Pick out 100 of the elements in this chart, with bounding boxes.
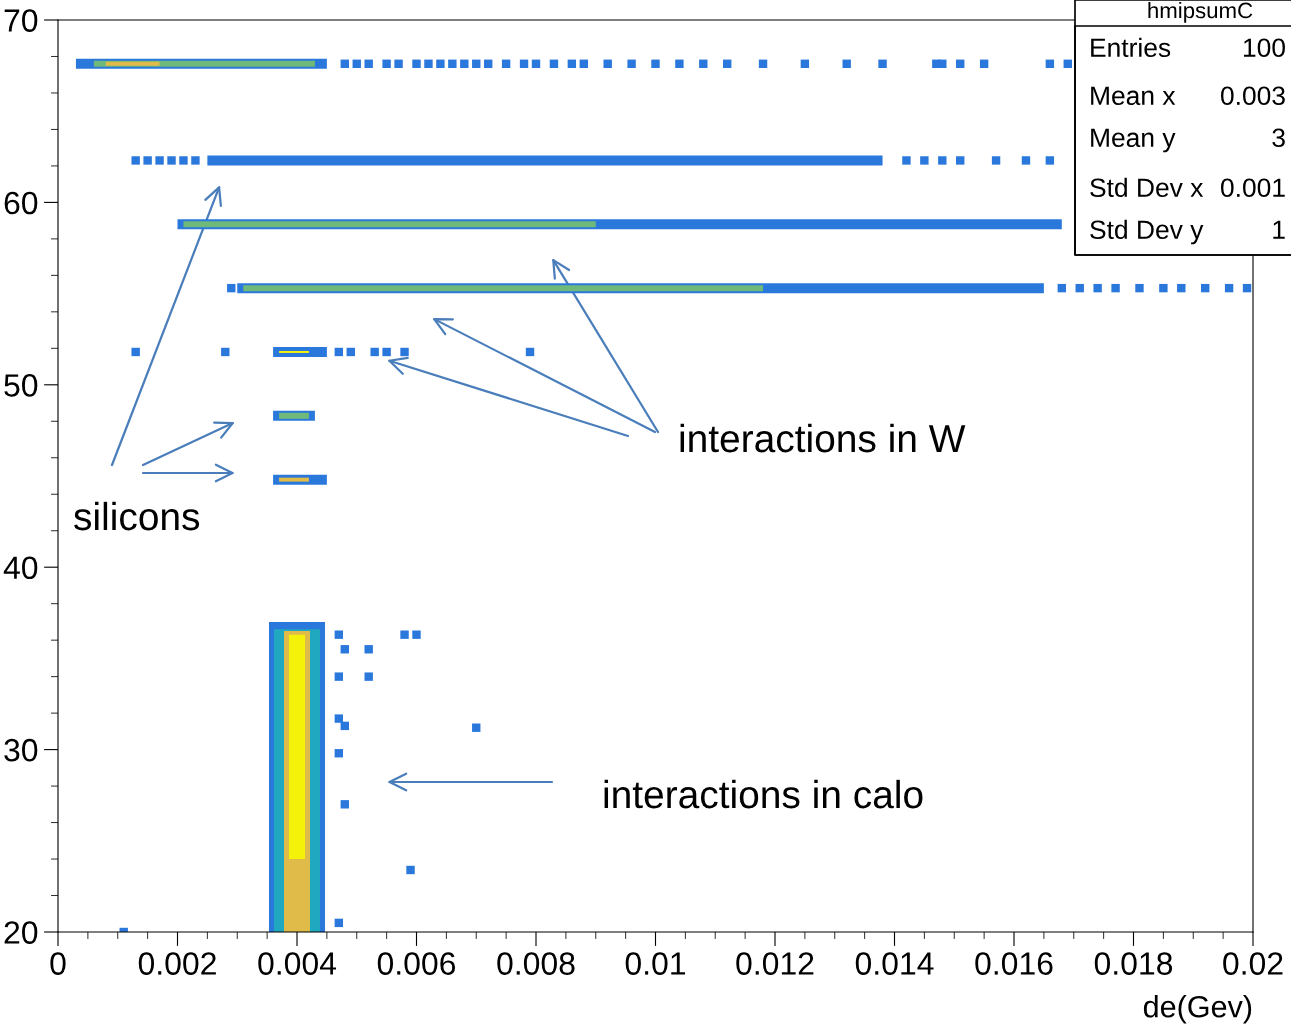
point bbox=[1201, 283, 1210, 293]
point bbox=[1159, 283, 1168, 293]
point bbox=[1242, 283, 1252, 293]
point bbox=[1045, 59, 1055, 68]
point bbox=[460, 59, 469, 68]
point bbox=[334, 630, 344, 639]
y-tick-label: 60 bbox=[4, 191, 38, 215]
annotation: Entries bbox=[1091, 37, 1171, 58]
point bbox=[364, 672, 373, 681]
annotation: Mean y bbox=[1091, 128, 1176, 153]
x-axis-title: de(Gev) bbox=[1143, 995, 1252, 1024]
point bbox=[334, 749, 344, 758]
annotation: interactions in calo bbox=[604, 779, 923, 809]
point bbox=[334, 672, 344, 681]
point bbox=[191, 156, 200, 165]
point bbox=[1075, 283, 1084, 293]
point bbox=[340, 59, 349, 68]
point bbox=[1021, 156, 1031, 165]
point bbox=[519, 59, 529, 68]
point bbox=[221, 347, 230, 357]
x-tick-label: 0.016 bbox=[975, 952, 1053, 975]
point bbox=[1135, 283, 1144, 293]
annotation: 0.003 bbox=[1221, 86, 1285, 106]
y-tick-label: 40 bbox=[3, 556, 38, 580]
point bbox=[758, 59, 768, 68]
point bbox=[131, 156, 140, 165]
annotation: hmipsumC bbox=[1148, 2, 1253, 23]
point bbox=[131, 347, 140, 357]
point bbox=[334, 347, 344, 357]
point bbox=[501, 59, 511, 68]
annotation: interactions in W bbox=[680, 423, 966, 453]
x-tick-label: 0.02 bbox=[1223, 952, 1283, 975]
point bbox=[484, 59, 493, 68]
point bbox=[842, 59, 851, 68]
point bbox=[400, 347, 409, 357]
x-tick-label: 0.012 bbox=[736, 952, 814, 975]
point bbox=[1063, 59, 1072, 68]
point bbox=[1111, 283, 1120, 293]
point bbox=[699, 59, 708, 68]
point bbox=[902, 156, 911, 165]
point bbox=[979, 59, 989, 68]
point bbox=[370, 347, 379, 357]
x-tick-label: 0.002 bbox=[138, 952, 216, 975]
point bbox=[472, 59, 481, 68]
x-tick-label: 0.01 bbox=[625, 952, 686, 975]
point bbox=[723, 59, 732, 68]
x-tick-label: 0.006 bbox=[377, 952, 456, 975]
y-tick-label: 50 bbox=[4, 374, 38, 397]
point bbox=[340, 721, 349, 731]
x-tick-label: 0 bbox=[50, 952, 66, 975]
point bbox=[364, 645, 373, 654]
point bbox=[603, 59, 612, 68]
annotation: 100 bbox=[1243, 38, 1285, 58]
point bbox=[956, 59, 965, 68]
point bbox=[179, 156, 188, 165]
point bbox=[364, 59, 373, 68]
x-tick-label: 0.018 bbox=[1094, 952, 1173, 975]
point bbox=[651, 59, 660, 68]
point bbox=[531, 59, 541, 68]
annotation: Mean x bbox=[1091, 86, 1176, 106]
point bbox=[334, 714, 344, 723]
point bbox=[340, 645, 349, 654]
point bbox=[382, 347, 391, 357]
annotation: 0.001 bbox=[1221, 178, 1285, 198]
y-tick-label: 30 bbox=[4, 738, 38, 762]
point bbox=[143, 156, 152, 165]
point bbox=[340, 800, 349, 809]
annotation: Std Dev y bbox=[1090, 219, 1204, 245]
point bbox=[394, 59, 403, 68]
point bbox=[938, 59, 947, 68]
text: 3 bbox=[1272, 128, 1285, 148]
point bbox=[1093, 283, 1102, 293]
point bbox=[1057, 283, 1066, 293]
point bbox=[472, 723, 481, 732]
point bbox=[627, 59, 636, 68]
x-tick-label: 0.004 bbox=[258, 952, 337, 975]
point bbox=[412, 59, 421, 68]
x-tick-label: 0.014 bbox=[855, 952, 934, 975]
point bbox=[448, 59, 457, 68]
point bbox=[1045, 156, 1055, 165]
point bbox=[675, 59, 684, 68]
text: 1 bbox=[1273, 220, 1285, 239]
point bbox=[567, 59, 577, 68]
point bbox=[579, 59, 588, 68]
annotation: silicons bbox=[74, 501, 200, 531]
point bbox=[1177, 283, 1186, 293]
point bbox=[549, 59, 559, 68]
point bbox=[412, 630, 421, 639]
point bbox=[382, 59, 391, 68]
point bbox=[800, 59, 810, 68]
point bbox=[436, 59, 445, 68]
y-tick-label: 70 bbox=[4, 9, 38, 32]
annotation: Std Dev x bbox=[1090, 177, 1204, 198]
point bbox=[878, 59, 887, 68]
point bbox=[991, 156, 1001, 165]
point bbox=[167, 156, 176, 165]
point bbox=[352, 59, 361, 68]
point bbox=[400, 630, 409, 639]
point bbox=[956, 156, 965, 165]
x-tick-label: 0.008 bbox=[497, 952, 575, 975]
